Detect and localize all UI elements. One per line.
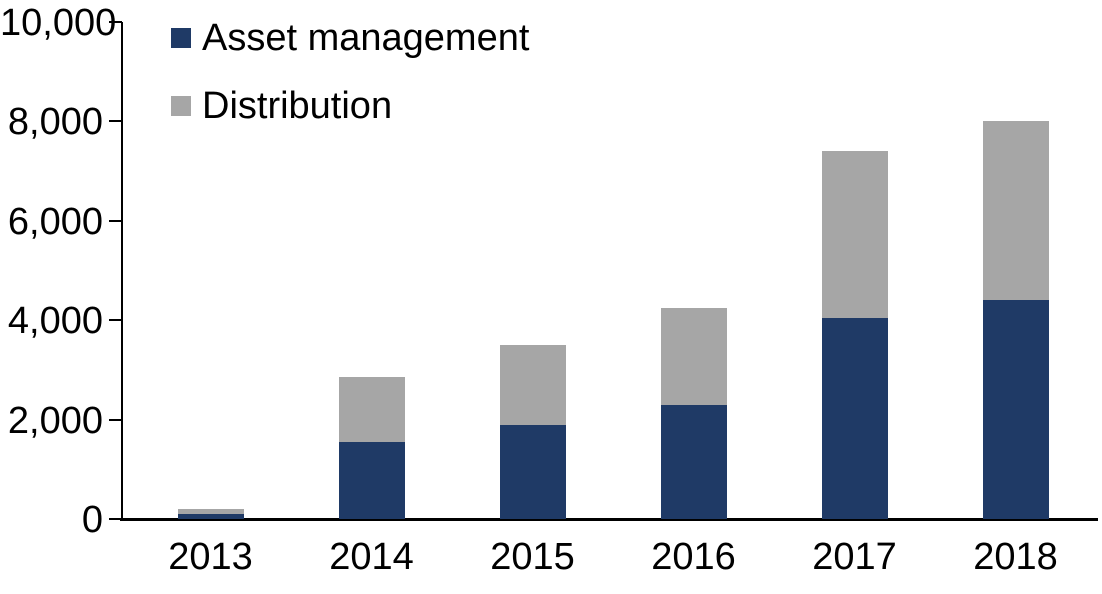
legend-label-asset-management: Asset management bbox=[202, 17, 530, 59]
bar-segment-2013-distribution bbox=[177, 509, 244, 515]
bar-segment-2018-distribution bbox=[982, 121, 1049, 301]
legend-swatch-distribution bbox=[171, 96, 191, 116]
x-axis-label-2013: 2013 bbox=[168, 536, 253, 578]
y-tick-label: 10,000 bbox=[0, 2, 117, 44]
bar-segment-2013-asset-management bbox=[177, 514, 244, 519]
y-tick-label: 2,000 bbox=[7, 399, 103, 442]
legend-swatch-asset-management bbox=[171, 28, 191, 48]
y-tick-mark bbox=[109, 418, 122, 421]
bar-segment-2017-distribution bbox=[821, 151, 888, 318]
y-tick-mark bbox=[109, 319, 122, 322]
y-axis-line bbox=[121, 22, 123, 521]
y-tick-mark bbox=[109, 219, 122, 222]
legend-label-distribution: Distribution bbox=[202, 85, 393, 127]
x-axis-label-2015: 2015 bbox=[490, 536, 575, 578]
bar-segment-2016-distribution bbox=[660, 307, 727, 405]
x-axis-label-2017: 2017 bbox=[812, 536, 897, 578]
y-tick-mark bbox=[109, 21, 122, 23]
y-tick-label: 8,000 bbox=[7, 101, 103, 144]
y-tick-label: 6,000 bbox=[7, 200, 103, 243]
bar-segment-2014-asset-management bbox=[338, 441, 405, 519]
x-axis-label-2014: 2014 bbox=[329, 536, 414, 578]
bar-segment-2016-asset-management bbox=[660, 404, 727, 519]
bar-segment-2018-asset-management bbox=[982, 300, 1049, 519]
x-axis-label-2018: 2018 bbox=[973, 536, 1058, 578]
x-axis-line bbox=[120, 518, 1098, 521]
x-axis-label-2016: 2016 bbox=[651, 536, 736, 578]
y-tick-label: 4,000 bbox=[7, 300, 103, 343]
y-tick-label: 0 bbox=[81, 499, 103, 541]
bar-segment-2015-distribution bbox=[499, 345, 566, 425]
y-tick-mark bbox=[109, 518, 122, 520]
bar-segment-2014-distribution bbox=[338, 376, 405, 442]
y-tick-mark bbox=[109, 120, 122, 123]
bar-segment-2017-asset-management bbox=[821, 317, 888, 519]
bar-segment-2015-asset-management bbox=[499, 424, 566, 519]
